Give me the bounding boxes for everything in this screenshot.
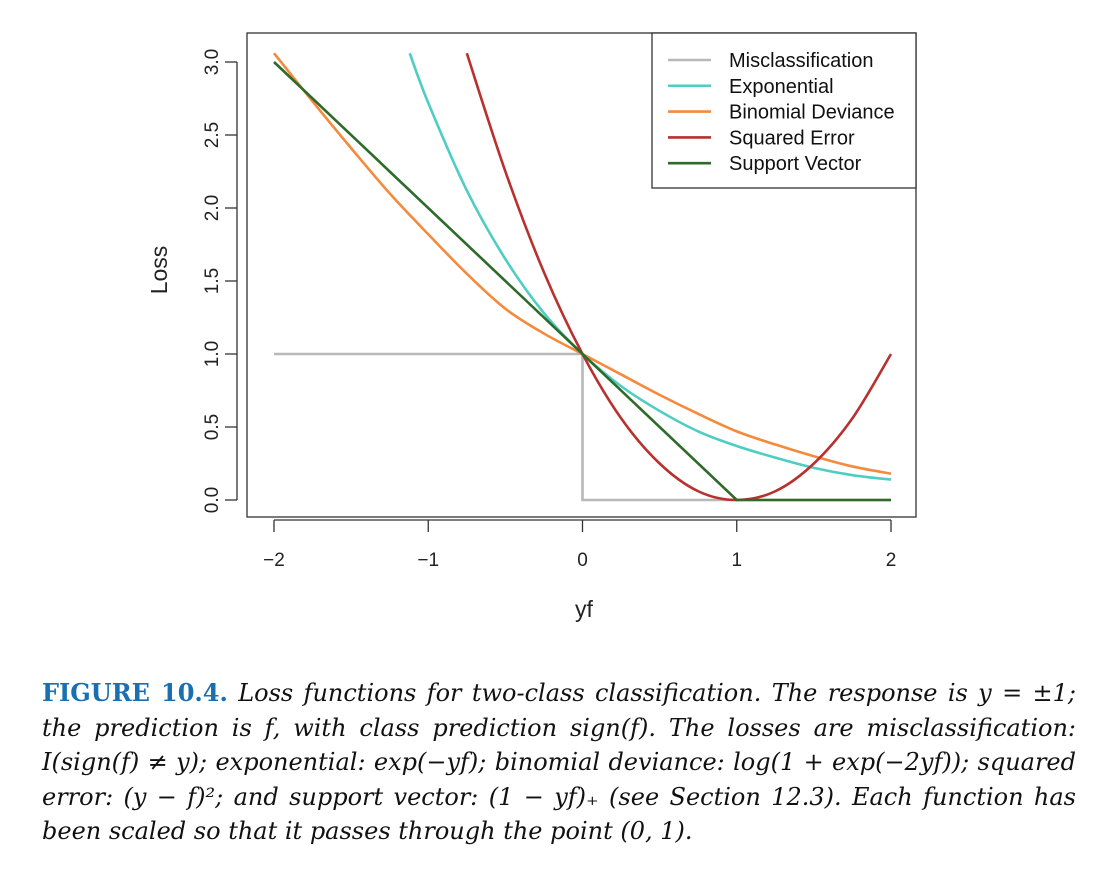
x-axis-label: yf (575, 596, 594, 622)
y-axis-label: Loss (146, 246, 172, 295)
y-axis: 0.0 0.5 1.0 1.5 2.0 2.5 3.0 (202, 49, 238, 513)
y-tick-label: 0.0 (202, 487, 223, 513)
legend: Misclassification Exponential Binomial Dev… (651, 32, 917, 189)
legend-label: Squared Error (729, 127, 855, 149)
y-tick-label: 1.5 (202, 268, 223, 294)
x-axis: −2 −1 0 1 2 (263, 519, 897, 571)
y-tick-label: 0.5 (202, 414, 223, 440)
series-layer (272, 52, 893, 502)
x-tick-label: −1 (417, 550, 439, 571)
x-tick-label: 1 (731, 550, 742, 571)
x-tick-label: −2 (263, 550, 285, 571)
series-line-support-vector (273, 61, 891, 502)
y-tick-label: 2.5 (202, 122, 223, 148)
legend-label: Misclassification (729, 50, 873, 72)
x-tick-label: 2 (886, 550, 897, 571)
x-tick-label: 0 (577, 550, 588, 571)
series-line-exponential (408, 52, 892, 481)
figure-label: FIGURE 10.4. (42, 678, 228, 707)
y-tick-label: 3.0 (202, 49, 223, 75)
figure-caption: FIGURE 10.4. Loss functions for two-clas… (42, 676, 1076, 849)
loss-function-chart: −2 −1 0 1 2 0.0 0.5 1.0 1.5 2.0 2.5 3.0 Misclassif… (146, 32, 917, 622)
figure-caption-text: Loss functions for two-class classificat… (42, 679, 1077, 845)
plot-frame (246, 32, 917, 518)
legend-label: Exponential (729, 76, 834, 98)
legend-label: Binomial Deviance (729, 102, 895, 124)
y-tick-label: 1.0 (202, 341, 223, 367)
series-line-squared-error (465, 52, 893, 502)
legend-label: Support Vector (729, 153, 862, 175)
y-tick-label: 2.0 (202, 195, 223, 221)
